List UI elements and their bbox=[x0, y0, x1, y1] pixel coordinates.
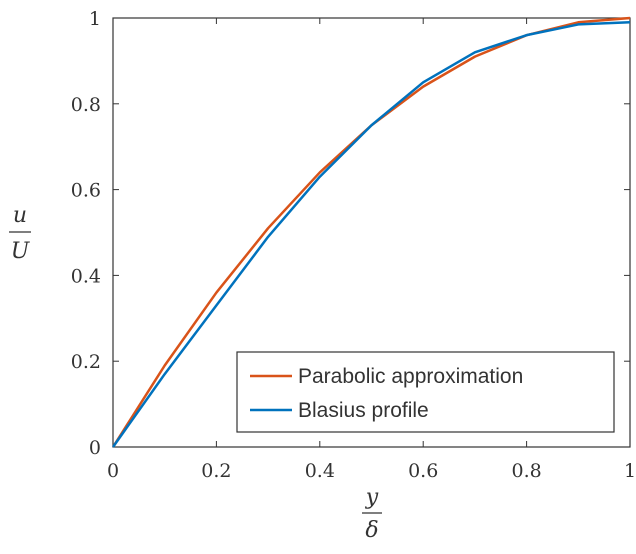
y-label-denominator: U bbox=[11, 239, 31, 264]
x-tick-label: 0.8 bbox=[511, 460, 541, 482]
x-tick-label: 0.2 bbox=[201, 460, 231, 482]
y-label-numerator: u bbox=[13, 203, 27, 228]
series-line bbox=[111, 21, 631, 448]
legend-label: Blasius profile bbox=[298, 399, 429, 422]
x-label-numerator: y bbox=[365, 485, 379, 510]
x-tick-label: 0 bbox=[107, 460, 119, 482]
y-tick-label: 1 bbox=[89, 8, 101, 30]
x-label-denominator: δ bbox=[365, 518, 378, 543]
y-tick-label: 0 bbox=[89, 437, 101, 459]
x-tick-label: 0.4 bbox=[305, 460, 335, 482]
x-tick-label: 0.6 bbox=[408, 460, 438, 482]
legend-box bbox=[236, 351, 615, 433]
y-tick-label: 0.6 bbox=[71, 180, 101, 202]
x-tick-label: 1 bbox=[624, 460, 636, 482]
y-tick-label: 0.8 bbox=[71, 94, 101, 116]
legend-label: Parabolic approximation bbox=[298, 365, 523, 388]
y-tick-label: 0.2 bbox=[71, 351, 101, 373]
y-tick-label: 0.4 bbox=[71, 265, 101, 287]
plot-frame bbox=[112, 17, 631, 448]
